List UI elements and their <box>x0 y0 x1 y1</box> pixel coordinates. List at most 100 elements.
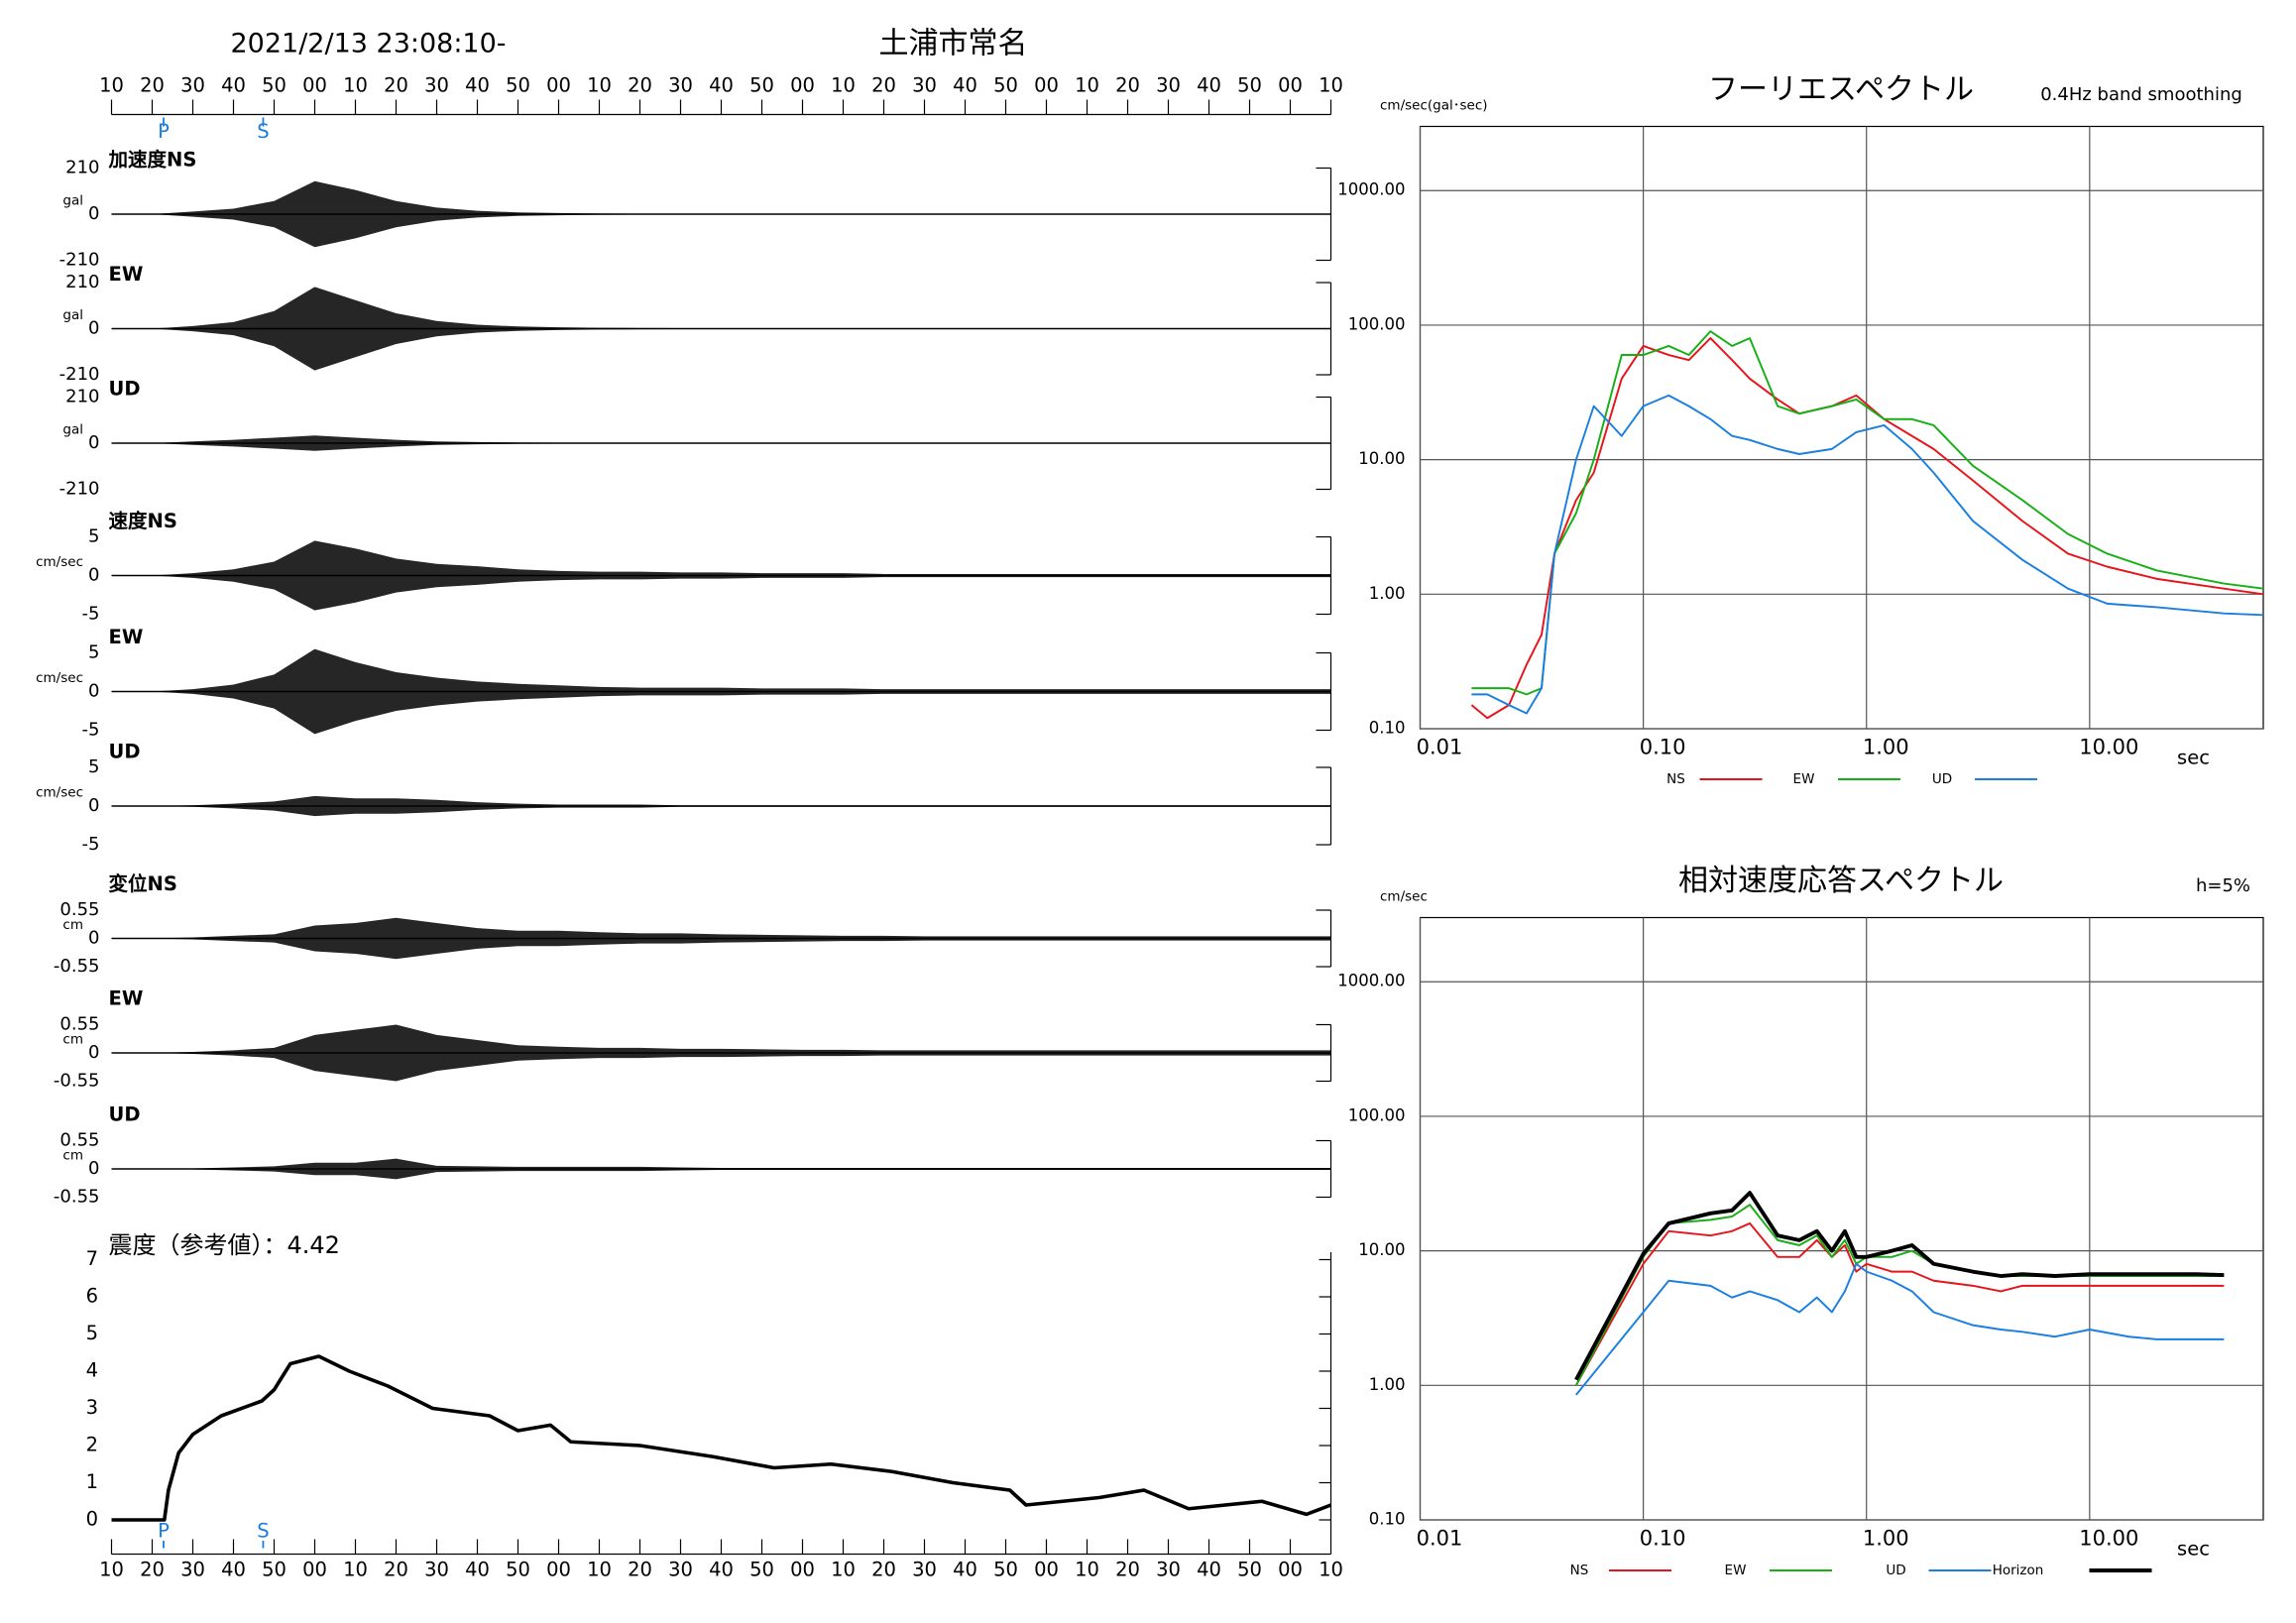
y-tick-label: 2 <box>86 1434 98 1456</box>
time-tick-label: 00 <box>302 1559 327 1581</box>
time-tick-label: 50 <box>993 74 1018 97</box>
x-tick-label: 0.01 <box>1417 736 1463 759</box>
y-tick-label: 1 <box>86 1470 98 1493</box>
y-tick-label: 0 <box>88 203 99 224</box>
trace-name: UD <box>109 741 141 763</box>
y-tick-label: 5 <box>88 526 99 547</box>
trace-envelope-lower <box>111 443 1331 451</box>
x-tick-label: 0.10 <box>1640 1527 1686 1551</box>
x-tick-label: 0.10 <box>1640 736 1686 759</box>
phase-label: P <box>158 120 170 143</box>
time-tick-label: 40 <box>709 1559 734 1581</box>
time-tick-label: 40 <box>221 1559 246 1581</box>
trace-unit: cm/sec <box>36 554 83 570</box>
intensity-line <box>111 1354 1332 1522</box>
x-axis-label: sec <box>2177 747 2210 769</box>
time-tick-label: 40 <box>709 74 734 97</box>
y-tick-label: 0 <box>88 318 99 339</box>
time-tick-label: 30 <box>912 1559 937 1581</box>
time-tick-label: 50 <box>749 74 774 97</box>
trace-envelope-lower <box>111 328 1331 371</box>
time-tick-label: 30 <box>1156 1559 1181 1581</box>
time-tick-label: 10 <box>99 74 124 97</box>
time-tick-label: 30 <box>180 1559 205 1581</box>
time-tick-label: 30 <box>912 74 937 97</box>
spectrum-line <box>1574 1221 2225 1386</box>
trace-envelope-upper <box>111 287 1331 329</box>
intensity-title: 震度（参考値）：4.42 <box>109 1231 340 1259</box>
y-tick-label: 1.00 <box>1369 584 1406 603</box>
y-axis-label: cm/sec(gal･sec) <box>1380 98 1488 114</box>
time-tick-label: 00 <box>1034 74 1059 97</box>
time-tick-label: 00 <box>546 74 571 97</box>
legend-label: NS <box>1570 1563 1589 1578</box>
y-tick-label: 4 <box>86 1359 98 1382</box>
trace-envelope-upper <box>111 1024 1331 1054</box>
time-tick-label: 00 <box>1034 1559 1059 1581</box>
spectrum-line <box>1575 1262 2225 1396</box>
y-tick-label: -5 <box>82 834 100 855</box>
trace-unit: cm <box>62 1032 83 1048</box>
trace-name: EW <box>109 263 144 286</box>
spectrum-line <box>1471 394 2264 715</box>
time-tick-label: 20 <box>871 74 896 97</box>
legend-label: UD <box>1932 771 1952 787</box>
y-tick-label: 1000.00 <box>1337 180 1405 199</box>
time-tick-label: 40 <box>465 1559 490 1581</box>
y-tick-label: 100.00 <box>1348 314 1406 333</box>
x-tick-label: 0.01 <box>1417 1527 1463 1551</box>
y-tick-label: -210 <box>59 250 100 271</box>
y-tick-label: -0.55 <box>54 956 100 977</box>
y-tick-label: 5 <box>88 642 99 663</box>
time-tick-label: 20 <box>384 74 408 97</box>
time-tick-label: 50 <box>993 1559 1018 1581</box>
trace-unit: cm/sec <box>36 670 83 686</box>
time-tick-label: 10 <box>1075 74 1099 97</box>
time-tick-label: 10 <box>1319 74 1343 97</box>
trace-envelope-upper <box>111 795 1331 807</box>
time-tick-label: 20 <box>140 74 165 97</box>
trace-name: UD <box>109 378 141 401</box>
y-tick-label: 6 <box>86 1285 98 1308</box>
chart-subtitle: 0.4Hz band smoothing <box>2040 84 2242 105</box>
chart-title: フーリエスペクトル <box>1708 72 1974 107</box>
time-tick-label: 00 <box>302 74 327 97</box>
time-tick-label: 20 <box>628 74 652 97</box>
time-tick-label: 00 <box>790 74 815 97</box>
y-tick-label: 0 <box>88 1158 99 1179</box>
trace-name: 変位NS <box>109 872 177 895</box>
record-time: 2021/2/13 23:08:10- <box>231 29 507 59</box>
time-tick-label: 30 <box>424 74 449 97</box>
y-tick-label: 10.00 <box>1358 1240 1405 1259</box>
chart-subtitle: h=5% <box>2196 875 2250 896</box>
time-tick-label: 10 <box>831 1559 856 1581</box>
time-tick-label: 50 <box>262 1559 287 1581</box>
y-tick-label: 0 <box>88 928 99 949</box>
y-tick-label: -5 <box>82 604 100 625</box>
time-tick-label: 50 <box>262 74 287 97</box>
trace-name: UD <box>109 1103 141 1126</box>
y-tick-label: -0.55 <box>54 1071 100 1092</box>
y-tick-label: 210 <box>65 158 99 178</box>
trace-envelope-lower <box>111 1169 1331 1180</box>
y-tick-label: 0.10 <box>1369 719 1406 738</box>
trace-envelope-lower <box>111 691 1331 735</box>
time-tick-label: 20 <box>1115 1559 1140 1581</box>
trace-unit: cm/sec <box>36 785 83 801</box>
time-tick-label: 30 <box>180 74 205 97</box>
time-tick-label: 30 <box>668 74 693 97</box>
y-tick-label: 0.10 <box>1369 1510 1406 1529</box>
trace-name: 加速度NS <box>108 149 197 172</box>
time-tick-label: 30 <box>668 1559 693 1581</box>
trace-unit: gal <box>62 422 83 438</box>
time-tick-label: 50 <box>506 1559 530 1581</box>
legend-label: EW <box>1725 1563 1747 1578</box>
trace-envelope-upper <box>111 1158 1331 1170</box>
y-tick-label: 5 <box>88 756 99 777</box>
y-tick-label: 0 <box>88 681 99 702</box>
y-tick-label: 0.55 <box>59 899 99 920</box>
time-tick-label: 10 <box>831 74 856 97</box>
phase-label: P <box>158 1520 170 1543</box>
time-tick-label: 40 <box>465 74 490 97</box>
